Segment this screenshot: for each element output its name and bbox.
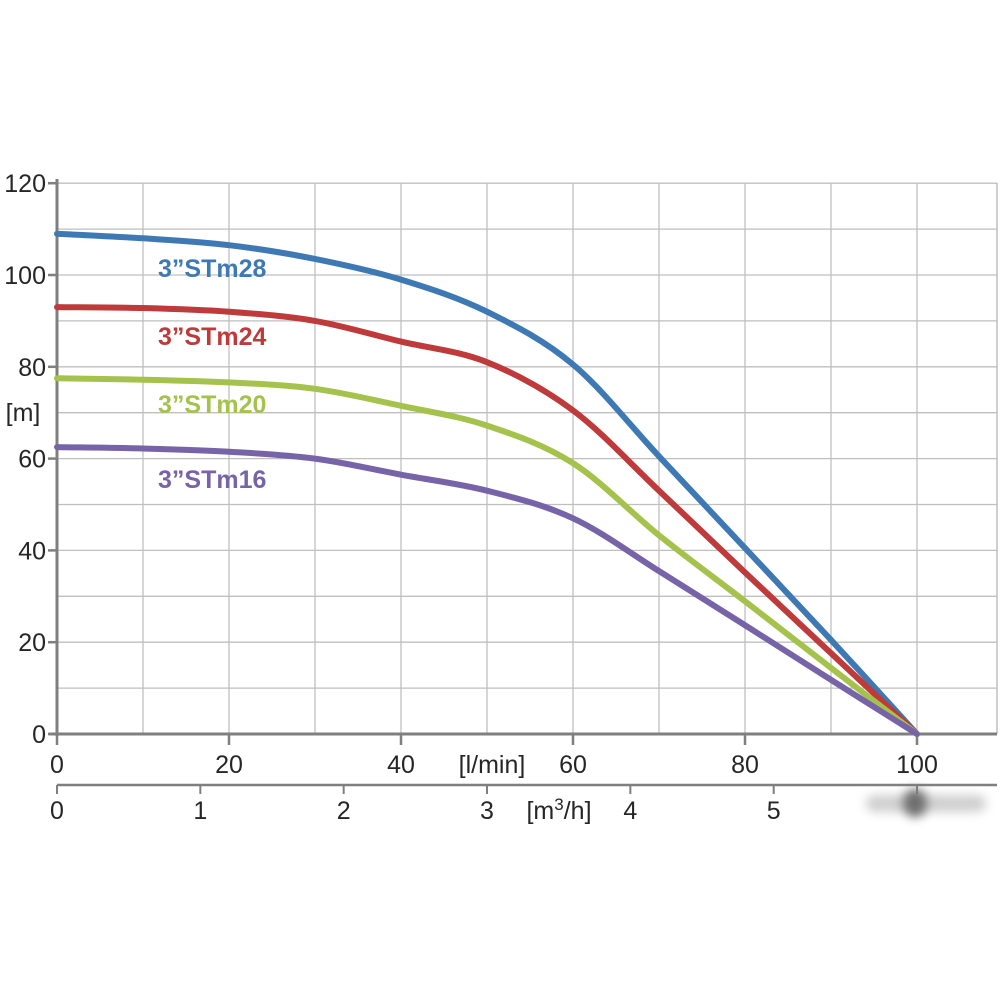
y-tick-label: 0 xyxy=(32,721,46,749)
y-tick-label: 60 xyxy=(18,446,46,474)
pump-curve-3stm28 xyxy=(54,230,920,737)
y-tick-label: 40 xyxy=(18,537,46,565)
pump-curve-3stm24 xyxy=(54,304,920,737)
x-tick-label-lmin: 80 xyxy=(731,751,759,779)
y-tick-label: 80 xyxy=(18,354,46,382)
pump-curve-3stm20 xyxy=(54,375,920,737)
grid-layer xyxy=(57,182,998,734)
y-tick-label: 100 xyxy=(4,262,46,290)
y-tick-label: 120 xyxy=(4,170,46,198)
m3h-label-sup: 3 xyxy=(554,795,563,814)
x-tick-label-m3h: 1 xyxy=(193,797,207,825)
curve-label-3stm20: 3”STm20 xyxy=(158,391,266,419)
watermark-logo-dot xyxy=(903,789,927,817)
y-axis-unit-label: [m] xyxy=(6,399,41,427)
curve-label-3stm28: 3”STm28 xyxy=(158,255,266,283)
x-tick-label-lmin: 40 xyxy=(387,751,415,779)
m3h-label-pre: [m xyxy=(526,797,554,825)
x-tick-label-m3h: 0 xyxy=(50,797,64,825)
x-tick-label-m3h: 3 xyxy=(480,797,494,825)
x-tick-label-m3h: 5 xyxy=(767,797,781,825)
x-axis-unit-label-lmin: [l/min] xyxy=(459,751,526,779)
curve-label-3stm24: 3”STm24 xyxy=(158,323,266,351)
x-tick-label-m3h: 4 xyxy=(623,797,637,825)
axis-layer xyxy=(48,179,997,794)
curve-layer xyxy=(54,230,920,737)
pump-curve-3stm16 xyxy=(54,444,920,737)
x-tick-label-lmin: 100 xyxy=(896,751,938,779)
x-tick-label-lmin: 0 xyxy=(50,751,64,779)
curve-label-3stm16: 3”STm16 xyxy=(158,466,266,494)
x-tick-label-m3h: 2 xyxy=(337,797,351,825)
x-axis-unit-label-m3h: [m3/h] xyxy=(526,795,591,825)
x-tick-label-lmin: 20 xyxy=(215,751,243,779)
m3h-label-post: /h] xyxy=(564,797,592,825)
x-tick-label-lmin: 60 xyxy=(559,751,587,779)
y-tick-label: 20 xyxy=(18,629,46,657)
